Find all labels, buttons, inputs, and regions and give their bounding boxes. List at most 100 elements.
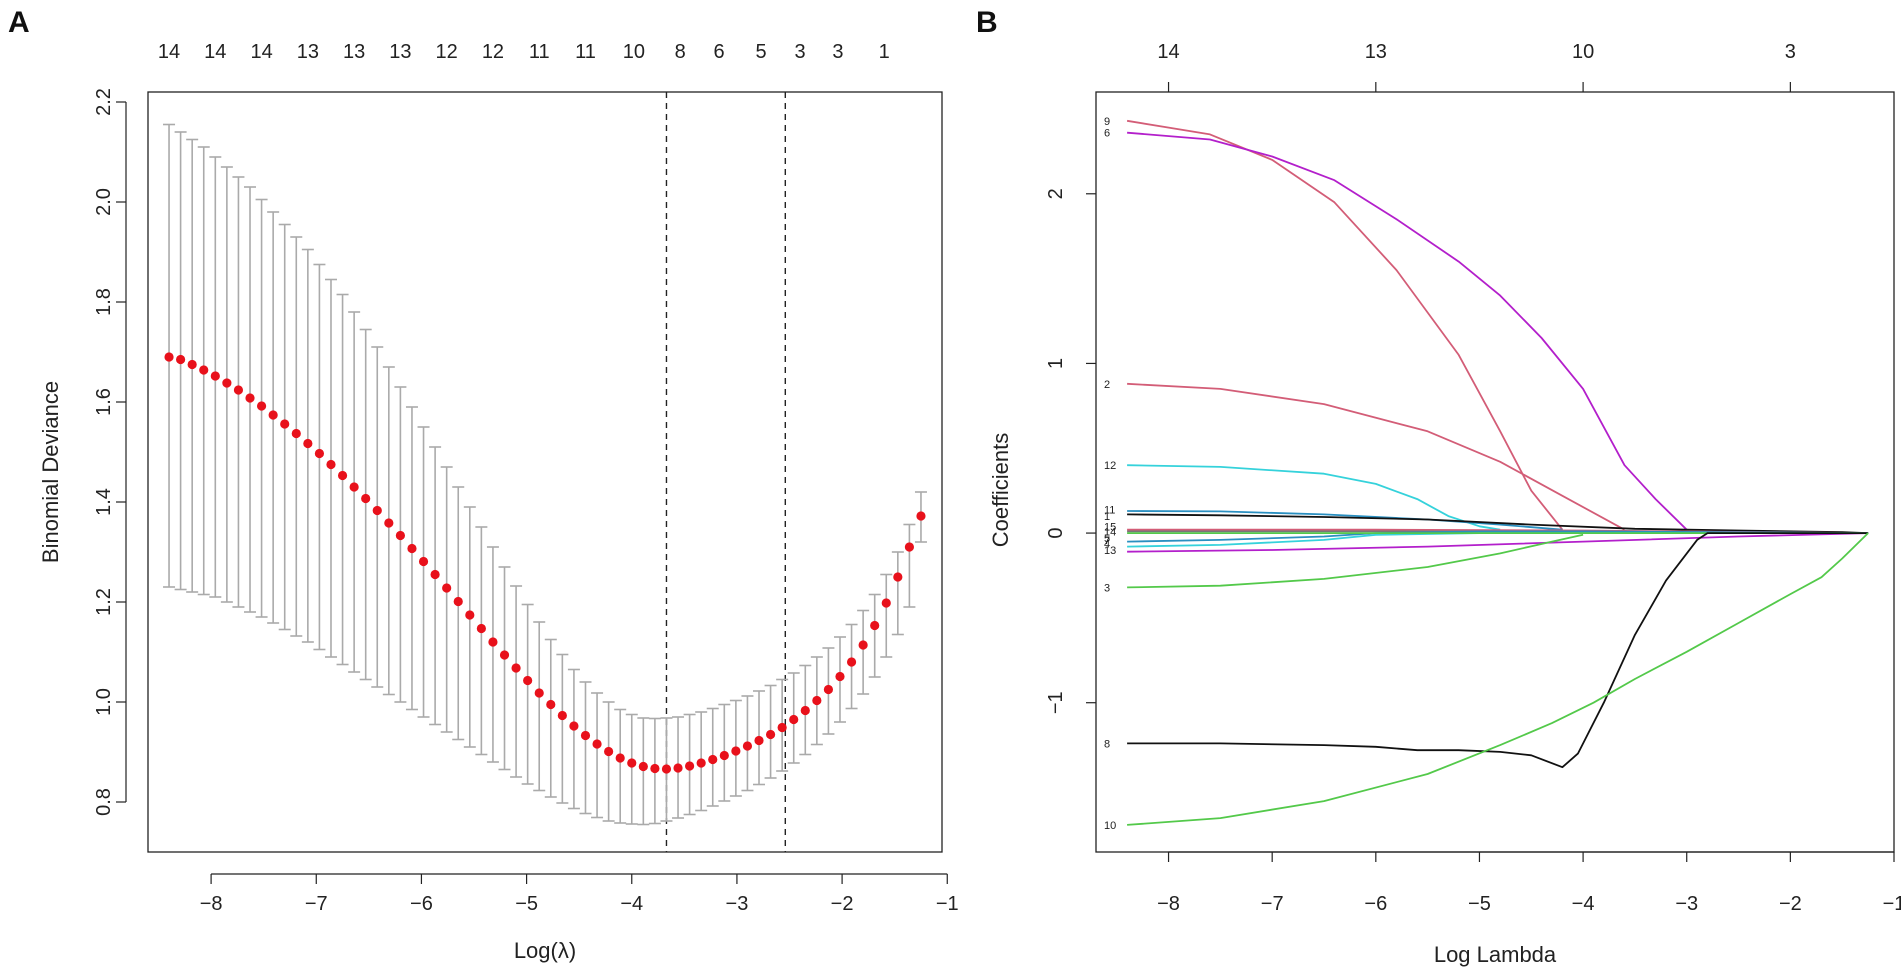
deviance-point xyxy=(256,401,267,411)
deviance-point xyxy=(627,758,637,768)
deviance-point xyxy=(418,556,429,567)
x-tick-label: −7 xyxy=(305,893,328,915)
x-tick-label: −1 xyxy=(936,893,959,915)
y-axis-title: Coefficients xyxy=(988,433,1013,548)
x-tick-label: −5 xyxy=(1468,893,1491,915)
deviance-point xyxy=(569,721,579,731)
top-axis-label: 3 xyxy=(832,41,843,63)
panel-b-letter: B xyxy=(976,6,998,39)
deviance-point xyxy=(465,610,475,620)
y-tick-label: 0 xyxy=(1045,528,1067,539)
coefficient-path-1 xyxy=(1127,513,1869,534)
deviance-point xyxy=(615,753,625,763)
deviance-point xyxy=(731,746,741,756)
panel-a-cv-deviance-plot: −8 −7 −6 −5 −4 −3 −2 −1 0.8 1.0 1.2 1.4 1.6 1.8 2.0 2.2… xyxy=(38,41,959,963)
deviance-point xyxy=(488,637,498,647)
x-tick-label: −8 xyxy=(200,893,223,915)
deviance-point xyxy=(442,583,452,593)
coefficient-path-9 xyxy=(1126,119,1564,531)
deviance-point xyxy=(823,684,834,695)
deviance-point xyxy=(546,699,556,710)
variable-label: 4 xyxy=(1104,538,1110,550)
x-tick-label: −2 xyxy=(831,893,854,915)
plot-frame xyxy=(1095,91,1895,853)
deviance-point xyxy=(453,596,463,607)
x-tick-label: −5 xyxy=(515,893,538,915)
deviance-point xyxy=(696,758,706,768)
deviance-point xyxy=(476,623,486,634)
y-tick-label: 1.8 xyxy=(93,288,115,316)
top-axis-label: 6 xyxy=(713,41,724,63)
deviance-point xyxy=(199,365,209,375)
deviance-point xyxy=(777,722,787,733)
y-tick-label: 1.2 xyxy=(93,588,115,616)
x-tick-label: −6 xyxy=(410,893,433,915)
coefficient-path-11 xyxy=(1127,510,1563,531)
deviance-point xyxy=(708,754,718,765)
deviance-point xyxy=(337,470,348,481)
top-axis-label: 11 xyxy=(529,41,550,63)
deviance-point xyxy=(789,714,799,725)
deviance-point xyxy=(916,511,926,521)
coefficient-path-13 xyxy=(1127,532,1869,553)
top-axis-label: 14 xyxy=(250,41,272,63)
variable-label: 6 xyxy=(1104,128,1110,140)
plot-frame xyxy=(147,91,943,853)
variable-label: 11 xyxy=(1104,504,1115,516)
y-tick-label: 0.8 xyxy=(93,788,115,816)
y-tick-label: 2 xyxy=(1045,188,1067,199)
coefficient-path-6 xyxy=(1127,131,1688,531)
variable-label: 7 xyxy=(1104,535,1110,547)
deviance-point xyxy=(430,569,440,580)
deviance-point xyxy=(187,359,197,370)
deviance-point xyxy=(881,598,891,608)
top-axis-label: 11 xyxy=(575,41,596,63)
deviance-point xyxy=(407,543,417,554)
x-tick-label: −8 xyxy=(1157,893,1180,915)
y-tick-label: 1.0 xyxy=(93,688,115,716)
coefficient-path-3 xyxy=(1127,533,1584,589)
deviance-point xyxy=(395,530,405,541)
top-axis-label: 13 xyxy=(1365,41,1387,63)
x-axis-title: Log Lambda xyxy=(1434,942,1557,967)
deviance-point xyxy=(754,735,764,746)
deviance-point xyxy=(893,572,903,582)
y-tick-label: 1.4 xyxy=(93,488,115,516)
deviance-point xyxy=(904,542,914,552)
y-axis-title: Binomial Deviance xyxy=(38,381,63,563)
variable-label: 14 xyxy=(1104,526,1116,538)
deviance-point xyxy=(673,763,683,773)
x-tick-label: −6 xyxy=(1364,893,1387,915)
top-axis-label: 10 xyxy=(1572,41,1594,63)
variable-label: 8 xyxy=(1104,738,1110,750)
deviance-point xyxy=(303,438,313,449)
deviance-point xyxy=(835,671,845,682)
deviance-point xyxy=(800,705,810,716)
x-tick-label: −4 xyxy=(1572,893,1595,915)
top-axis-label: 12 xyxy=(436,41,458,63)
deviance-point xyxy=(361,493,371,504)
y-tick-label: 2.0 xyxy=(93,188,115,216)
x-tick-label: −1 xyxy=(1883,893,1901,915)
panel-a-letter: A xyxy=(8,6,30,39)
deviance-point xyxy=(314,448,325,459)
deviance-point xyxy=(326,459,336,470)
variable-label: 12 xyxy=(1104,460,1116,472)
x-tick-label: −3 xyxy=(726,893,749,915)
deviance-point xyxy=(742,741,753,751)
top-axis-label: 10 xyxy=(623,41,645,63)
coefficient-path-12 xyxy=(1127,464,1501,531)
top-axis-label: 14 xyxy=(204,41,226,63)
deviance-point xyxy=(499,650,510,660)
coefficient-path-10 xyxy=(1127,532,1869,826)
x-tick-label: −4 xyxy=(620,893,643,915)
top-axis-label: 3 xyxy=(794,41,805,63)
top-axis-label: 14 xyxy=(158,41,180,63)
deviance-point xyxy=(164,352,174,362)
deviance-point xyxy=(349,482,359,492)
deviance-point xyxy=(661,764,672,774)
deviance-point xyxy=(719,750,729,761)
deviance-point xyxy=(557,710,567,721)
